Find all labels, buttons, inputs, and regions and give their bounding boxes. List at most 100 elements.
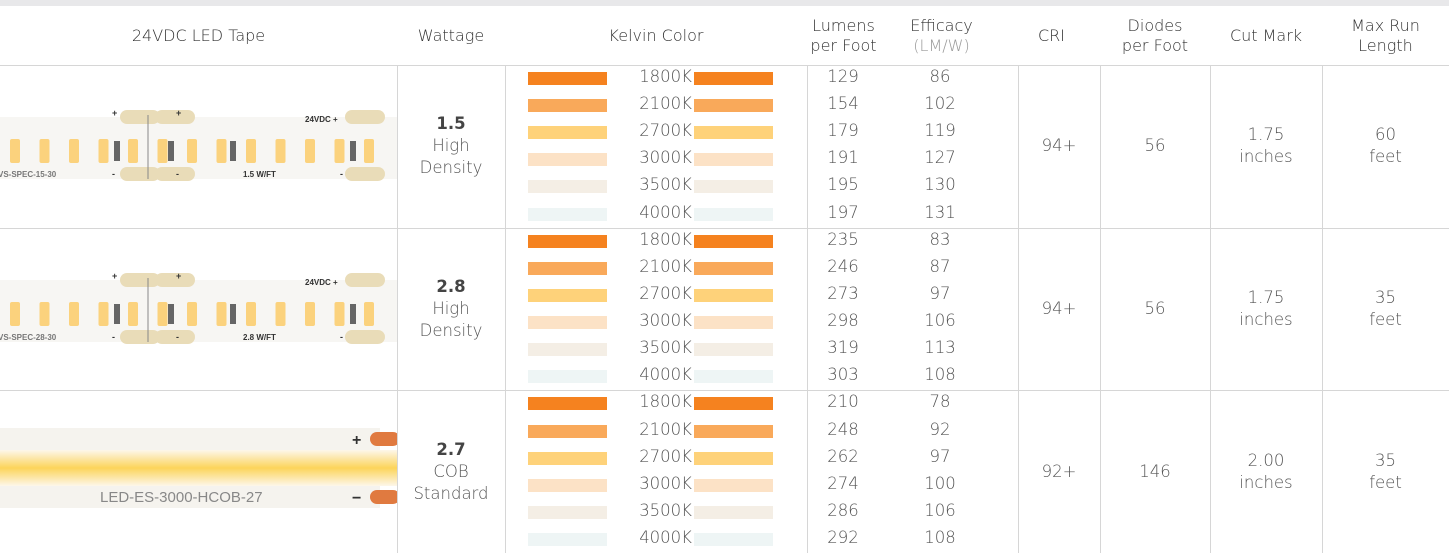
header-line: Wattage <box>418 26 484 46</box>
diodes: 56 <box>1100 228 1210 391</box>
led <box>276 302 286 326</box>
max-run-line: feet <box>1369 309 1402 331</box>
swatch <box>694 208 773 221</box>
efficacy: 127 <box>905 148 975 167</box>
led <box>69 302 79 326</box>
efficacy: 83 <box>905 230 975 249</box>
column-header: 24VDC LED Tape <box>0 6 397 65</box>
efficacy: 119 <box>905 121 975 140</box>
resistor <box>168 141 174 161</box>
max-run: 60feet <box>1322 65 1449 228</box>
led <box>364 302 374 326</box>
swatch <box>528 479 607 492</box>
lumens: 154 <box>807 94 879 113</box>
pad-label: + <box>112 108 117 118</box>
swatch <box>694 452 773 465</box>
efficacy: 108 <box>905 365 975 384</box>
led <box>335 302 345 326</box>
swatch <box>528 533 607 546</box>
cut-mark-line: inches <box>1239 309 1292 331</box>
lumens: 195 <box>807 175 879 194</box>
swatch <box>528 126 607 139</box>
swatch <box>694 235 773 248</box>
cut-mark-line: 1.75 <box>1248 287 1285 309</box>
efficacy: 106 <box>905 311 975 330</box>
pad-label: + <box>112 271 117 281</box>
kelvin-label: 2100K <box>612 94 692 113</box>
cut-mark: 1.75inches <box>1210 65 1322 228</box>
pad <box>345 273 385 287</box>
pad <box>155 110 195 124</box>
swatch <box>694 397 773 410</box>
tape-style: Standard <box>413 483 488 505</box>
cut-mark-line: 2.00 <box>1248 450 1285 472</box>
cri: 94+ <box>1018 65 1100 228</box>
swatch <box>694 343 773 356</box>
led <box>158 139 168 163</box>
lumens: 319 <box>807 338 879 357</box>
efficacy: 97 <box>905 284 975 303</box>
tape-style: COB <box>433 461 468 483</box>
resistor <box>230 304 236 324</box>
pad <box>120 110 160 124</box>
swatch <box>528 289 607 302</box>
lumens: 191 <box>807 148 879 167</box>
lumens: 197 <box>807 203 879 222</box>
swatch <box>528 180 607 193</box>
rating-label: 1.5 W/FT <box>243 170 276 179</box>
diodes-line: 56 <box>1145 298 1166 320</box>
header-line: per Foot <box>810 36 876 56</box>
column-divider <box>505 228 506 391</box>
wattage: 2.8 <box>436 276 465 298</box>
diodes: 146 <box>1100 390 1210 553</box>
kelvin-label: 2700K <box>612 447 692 466</box>
led <box>10 139 20 163</box>
column-header: Efficacy(LM/W) <box>880 6 1003 65</box>
kelvin-label: 2700K <box>612 284 692 303</box>
efficacy: 113 <box>905 338 975 357</box>
led <box>128 139 138 163</box>
swatch <box>528 262 607 275</box>
swatch <box>694 126 773 139</box>
header-line: Length <box>1358 36 1413 56</box>
led <box>217 302 227 326</box>
swatch <box>528 370 607 383</box>
swatch <box>528 316 607 329</box>
led <box>217 139 227 163</box>
kelvin-label: 2100K <box>612 257 692 276</box>
pad-label: - <box>112 332 115 342</box>
lumens: 292 <box>807 528 879 547</box>
column-divider <box>505 65 506 228</box>
diodes: 56 <box>1100 65 1210 228</box>
column-divider <box>505 390 506 553</box>
kelvin-label: 3500K <box>612 175 692 194</box>
swatch <box>694 99 773 112</box>
column-header: Wattage <box>397 6 505 65</box>
max-run-line: 35 <box>1375 287 1396 309</box>
kelvin-label: 4000K <box>612 365 692 384</box>
resistor <box>350 141 356 161</box>
lumens: 248 <box>807 420 879 439</box>
max-run-line: 60 <box>1375 124 1396 146</box>
led <box>40 302 50 326</box>
swatch <box>694 153 773 166</box>
spec-table: 24VDC LED TapeWattageKelvin ColorLumensp… <box>0 0 1449 553</box>
header-line: (LM/W) <box>913 36 969 56</box>
header-line: Kelvin Color <box>609 26 704 46</box>
efficacy: 78 <box>905 392 975 411</box>
wattage-cell: 1.5HighDensity <box>397 65 505 228</box>
pad <box>155 167 195 181</box>
pad <box>370 432 397 446</box>
efficacy: 108 <box>905 528 975 547</box>
pad-label: - <box>176 169 179 179</box>
pad <box>120 167 160 181</box>
pad-label: + <box>176 108 181 118</box>
led <box>40 139 50 163</box>
kelvin-label: 3000K <box>612 311 692 330</box>
swatch <box>694 533 773 546</box>
header-line: Diodes <box>1128 16 1183 36</box>
kelvin-label: 1800K <box>612 67 692 86</box>
